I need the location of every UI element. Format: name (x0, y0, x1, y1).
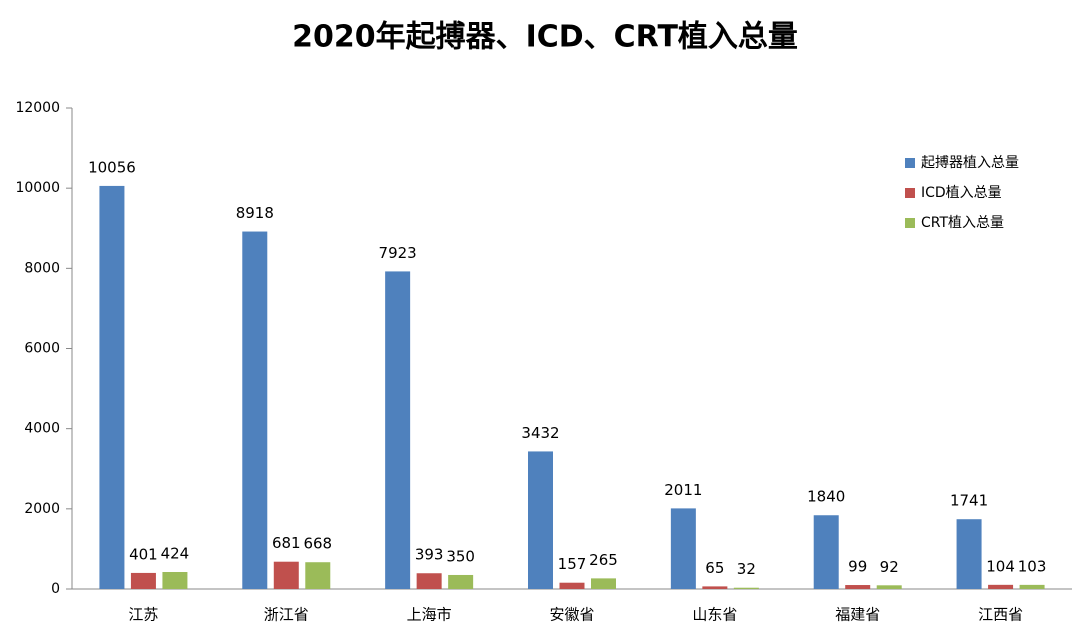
bar (670, 508, 696, 589)
value-label: 92 (880, 558, 899, 576)
bar (702, 586, 728, 589)
y-tick-label: 0 (51, 581, 60, 597)
value-label: 104 (986, 557, 1015, 575)
legend-swatch (905, 158, 915, 168)
bar (273, 561, 299, 589)
bar (876, 585, 902, 589)
value-label: 157 (558, 555, 587, 573)
bar (99, 185, 125, 589)
legend-label: CRT植入总量 (921, 215, 1004, 231)
value-label: 8918 (236, 204, 274, 222)
value-label: 393 (415, 546, 444, 564)
x-tick-label: 山东省 (692, 606, 737, 624)
bar (1019, 584, 1045, 589)
bar (956, 519, 982, 589)
bar (559, 582, 585, 589)
value-label: 401 (129, 545, 158, 563)
bar (528, 451, 553, 589)
y-tick-label: 4000 (24, 421, 60, 437)
x-tick-label: 福建省 (835, 606, 880, 624)
y-tick-label: 2000 (24, 501, 60, 517)
value-label: 681 (272, 534, 301, 552)
x-tick-label: 江苏 (128, 606, 158, 624)
bar (845, 585, 871, 589)
chart-title: 2020年起搏器、ICD、CRT植入总量 (292, 20, 798, 55)
bar (813, 515, 839, 589)
bar (733, 587, 759, 589)
value-label: 424 (161, 545, 190, 563)
y-tick-label: 12000 (15, 100, 60, 116)
bar (242, 231, 268, 589)
value-label: 65 (705, 559, 724, 577)
value-label: 103 (1018, 557, 1047, 575)
legend-label: 起搏器植入总量 (921, 154, 1019, 171)
value-label: 265 (589, 551, 618, 569)
value-label: 350 (446, 547, 475, 565)
bar (385, 271, 411, 589)
bar (162, 572, 188, 589)
value-label: 2011 (664, 481, 702, 499)
legend-swatch (905, 188, 915, 198)
y-tick-label: 6000 (24, 341, 60, 357)
x-tick-label: 浙江省 (264, 606, 309, 624)
value-label: 7923 (379, 244, 417, 262)
x-tick-label: 江西省 (978, 606, 1023, 624)
x-tick-label: 安徽省 (549, 606, 594, 624)
value-label: 99 (848, 558, 867, 576)
bar (416, 573, 442, 589)
y-tick-label: 8000 (24, 260, 60, 276)
value-label: 32 (737, 560, 756, 578)
legend-label: ICD植入总量 (921, 185, 1002, 201)
y-tick-label: 10000 (15, 180, 60, 196)
legend-swatch (905, 218, 915, 228)
bar (591, 578, 616, 589)
bar (448, 574, 474, 589)
bar (988, 584, 1014, 589)
bar (305, 562, 331, 589)
value-label: 10056 (88, 158, 136, 176)
bar (130, 572, 156, 589)
value-label: 1741 (950, 492, 988, 510)
x-tick-label: 上海市 (407, 606, 452, 624)
value-label: 3432 (521, 424, 559, 442)
value-label: 668 (303, 535, 332, 553)
value-label: 1840 (807, 488, 845, 506)
